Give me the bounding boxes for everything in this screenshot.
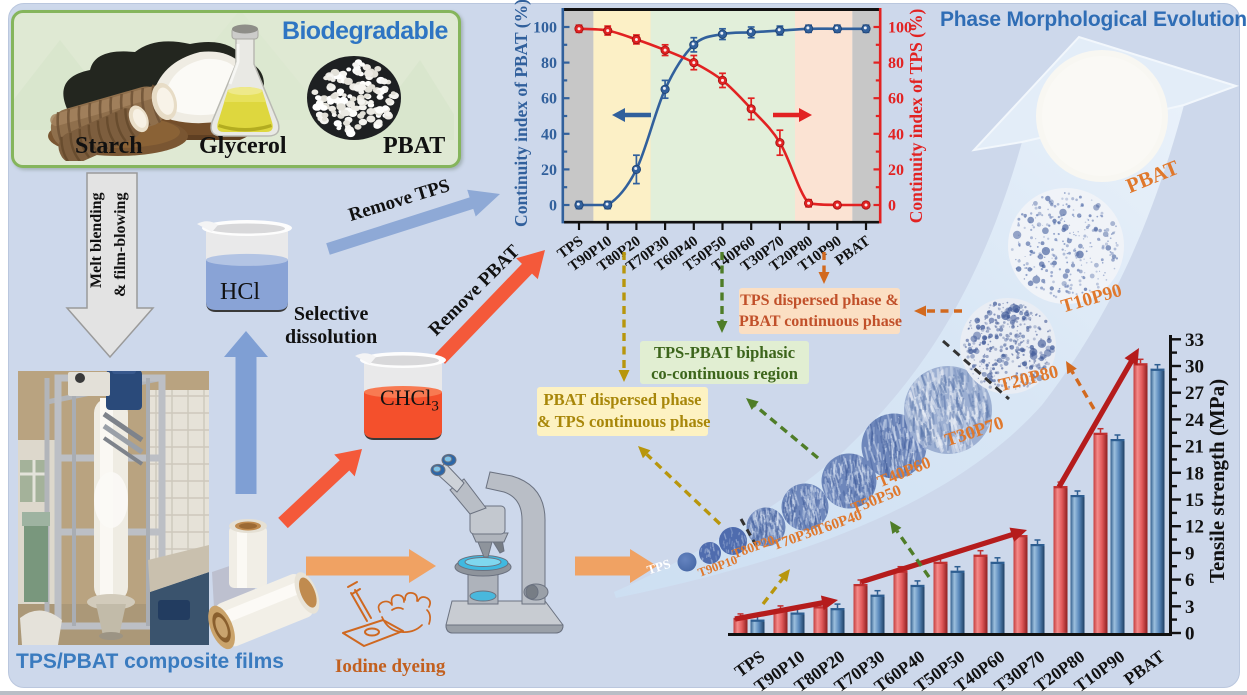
svg-text:PBAT: PBAT bbox=[1120, 646, 1169, 689]
svg-text:20: 20 bbox=[541, 162, 557, 179]
svg-text:9: 9 bbox=[1185, 543, 1195, 564]
svg-text:15: 15 bbox=[1185, 490, 1204, 511]
svg-text:0: 0 bbox=[888, 198, 896, 215]
svg-text:18: 18 bbox=[1185, 463, 1204, 484]
svg-text:80: 80 bbox=[888, 55, 904, 72]
svg-text:100: 100 bbox=[888, 20, 912, 37]
svg-text:60: 60 bbox=[888, 91, 904, 108]
svg-text:0: 0 bbox=[1185, 624, 1195, 645]
svg-text:3: 3 bbox=[1185, 597, 1195, 618]
svg-text:21: 21 bbox=[1185, 437, 1204, 458]
svg-text:Continuity index of TPS (%): Continuity index of TPS (%) bbox=[906, 9, 926, 224]
svg-text:60: 60 bbox=[541, 91, 557, 108]
svg-text:6: 6 bbox=[1185, 570, 1195, 591]
svg-text:100: 100 bbox=[533, 20, 557, 37]
svg-text:33: 33 bbox=[1185, 330, 1204, 351]
svg-text:TPS: TPS bbox=[645, 556, 672, 578]
svg-text:12: 12 bbox=[1185, 517, 1204, 538]
svg-text:0: 0 bbox=[549, 198, 557, 215]
svg-text:Tensile strength (MPa): Tensile strength (MPa) bbox=[1205, 379, 1229, 583]
svg-text:30: 30 bbox=[1185, 357, 1204, 378]
svg-text:20: 20 bbox=[888, 162, 904, 179]
svg-text:40: 40 bbox=[541, 126, 557, 143]
svg-text:80: 80 bbox=[541, 55, 557, 72]
svg-text:40: 40 bbox=[888, 126, 904, 143]
svg-text:24: 24 bbox=[1185, 410, 1205, 431]
svg-text:27: 27 bbox=[1185, 383, 1205, 404]
svg-text:Continuity index of PBAT (%): Continuity index of PBAT (%) bbox=[511, 0, 531, 227]
